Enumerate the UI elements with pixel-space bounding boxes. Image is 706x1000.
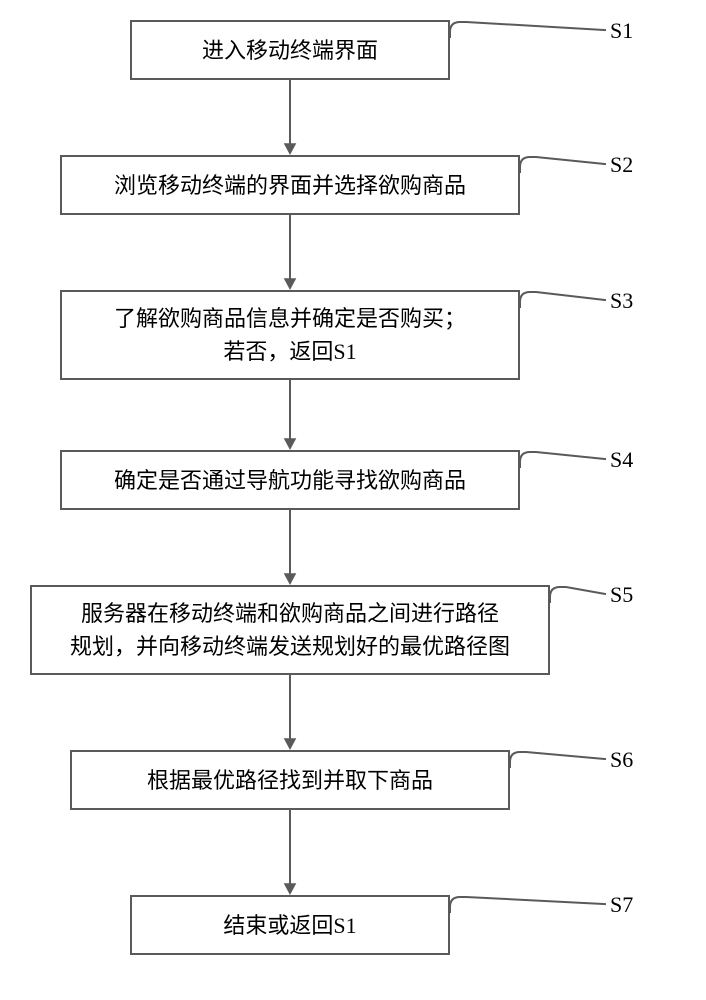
- step-label-S7: S7: [610, 892, 633, 918]
- step-label-S1: S1: [610, 18, 633, 44]
- flowchart-node-S3: 了解欲购商品信息并确定是否购买； 若否，返回S1: [60, 290, 520, 380]
- label-connector-S5: [550, 587, 606, 603]
- label-connector-S2: [520, 157, 606, 173]
- flowchart-node-text: 了解欲购商品信息并确定是否购买； 若否，返回S1: [114, 302, 466, 368]
- flowchart-arrow: [284, 80, 297, 155]
- label-connector-S6: [510, 752, 606, 768]
- flowchart-node-S2: 浏览移动终端的界面并选择欲购商品: [60, 155, 520, 215]
- flowchart-arrow: [284, 510, 297, 585]
- flowchart-node-text: 服务器在移动终端和欲购商品之间进行路径 规划，并向移动终端发送规划好的最优路径图: [70, 597, 510, 663]
- flowchart-node-text: 浏览移动终端的界面并选择欲购商品: [114, 169, 466, 202]
- label-connector-S7: [450, 897, 606, 913]
- flowchart-node-S1: 进入移动终端界面: [130, 20, 450, 80]
- flowchart-node-S6: 根据最优路径找到并取下商品: [70, 750, 510, 810]
- label-connector-S3: [520, 292, 606, 308]
- flowchart-node-S7: 结束或返回S1: [130, 895, 450, 955]
- flowchart-arrow: [284, 810, 297, 895]
- flowchart-arrow: [284, 215, 297, 290]
- flowchart-node-S5: 服务器在移动终端和欲购商品之间进行路径 规划，并向移动终端发送规划好的最优路径图: [30, 585, 550, 675]
- step-label-S4: S4: [610, 447, 633, 473]
- flowchart-node-text: 进入移动终端界面: [202, 34, 378, 67]
- flowchart-node-text: 确定是否通过导航功能寻找欲购商品: [114, 464, 466, 497]
- flowchart-arrow: [284, 675, 297, 750]
- flowchart-node-text: 根据最优路径找到并取下商品: [147, 764, 433, 797]
- flowchart-node-text: 结束或返回S1: [223, 909, 356, 942]
- flowchart-arrow: [284, 380, 297, 450]
- step-label-S2: S2: [610, 152, 633, 178]
- step-label-S3: S3: [610, 288, 633, 314]
- label-connector-S1: [450, 22, 606, 38]
- step-label-S6: S6: [610, 747, 633, 773]
- label-connector-S4: [520, 452, 606, 468]
- flowchart-canvas: 进入移动终端界面浏览移动终端的界面并选择欲购商品了解欲购商品信息并确定是否购买；…: [0, 0, 706, 1000]
- flowchart-node-S4: 确定是否通过导航功能寻找欲购商品: [60, 450, 520, 510]
- step-label-S5: S5: [610, 582, 633, 608]
